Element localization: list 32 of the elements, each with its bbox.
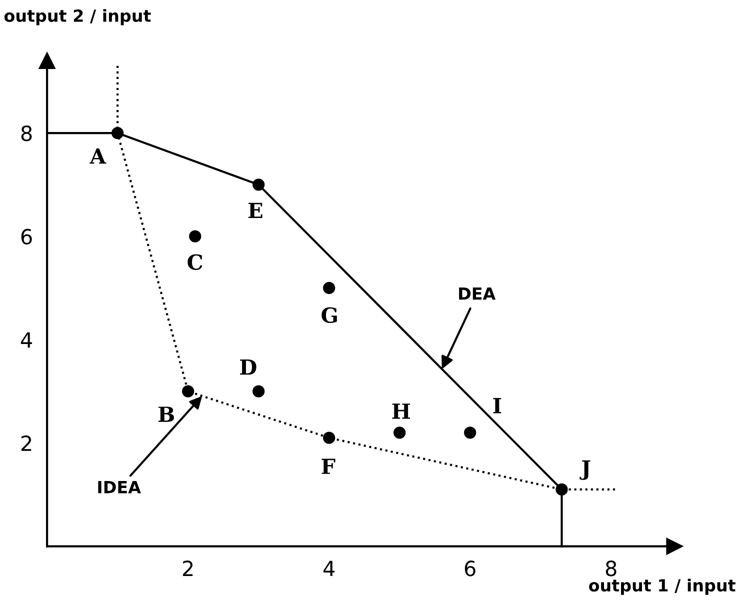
point bbox=[556, 483, 568, 496]
annotation: G bbox=[322, 307, 337, 324]
x-tick-label: 4 bbox=[323, 560, 335, 576]
annotation: E bbox=[248, 202, 262, 218]
annotation: IDEA bbox=[98, 481, 141, 494]
point bbox=[464, 426, 476, 439]
annotation: I bbox=[493, 398, 502, 414]
annotation: J bbox=[580, 460, 590, 480]
x-tick-label: 6 bbox=[464, 560, 476, 576]
annotation: F bbox=[322, 458, 336, 474]
x-tick-label: 2 bbox=[182, 560, 193, 576]
annotation: B bbox=[158, 406, 174, 422]
annotation: C bbox=[188, 254, 202, 270]
point bbox=[394, 426, 406, 439]
y-tick-label: 8 bbox=[21, 125, 32, 142]
annotation: H bbox=[392, 404, 410, 419]
point bbox=[252, 385, 265, 398]
point bbox=[111, 126, 124, 140]
annotation: D bbox=[240, 359, 256, 375]
y-tick-label: 2 bbox=[21, 435, 32, 451]
y-axis-title: output 2 / input bbox=[4, 9, 151, 26]
point bbox=[323, 432, 336, 444]
y-tick-label: 4 bbox=[20, 332, 32, 348]
x-axis-title: output 1 / input bbox=[589, 578, 736, 595]
x-tick-label: 8 bbox=[606, 560, 616, 576]
point bbox=[182, 385, 194, 398]
point bbox=[323, 282, 336, 294]
annotation: A bbox=[90, 148, 106, 164]
annotation: DEA bbox=[459, 288, 496, 300]
y-tick-label: 6 bbox=[21, 228, 32, 245]
point bbox=[252, 178, 265, 191]
point bbox=[189, 230, 202, 242]
